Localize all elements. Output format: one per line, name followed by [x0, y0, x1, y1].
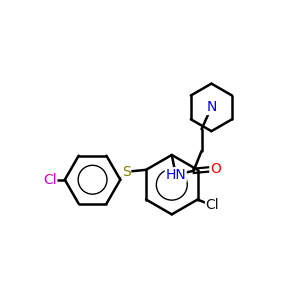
Text: HN: HN [165, 168, 186, 182]
Text: S: S [122, 165, 130, 179]
Text: O: O [210, 162, 221, 176]
Text: Cl: Cl [206, 199, 219, 212]
Text: N: N [206, 100, 217, 114]
Text: Cl: Cl [43, 173, 57, 187]
